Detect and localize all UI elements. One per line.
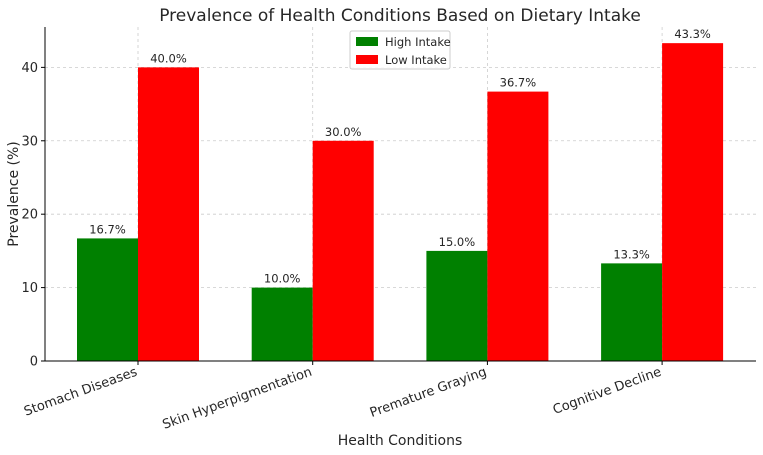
data-labels: 16.7% 40.0% 10.0% 30.0% 15.0% 36.7% 13.3% 43.3%	[89, 27, 711, 285]
x-ticks: Stomach Diseases Skin Hyperpigmentation Pr…	[22, 361, 663, 433]
legend-swatch	[356, 55, 378, 64]
bar-high-intake	[426, 250, 488, 361]
bar-low-intake	[487, 91, 549, 361]
data-label: 36.7%	[500, 76, 537, 90]
x-tick-label: Stomach Diseases	[22, 365, 140, 420]
data-label: 30.0%	[325, 125, 362, 139]
legend-label: High Intake	[385, 35, 451, 49]
x-tick-label: Premature Graying	[368, 365, 489, 421]
data-label: 10.0%	[264, 272, 301, 286]
y-tick-label: 40	[21, 61, 38, 76]
bar-high-intake	[251, 287, 313, 361]
bar-low-intake	[662, 43, 724, 362]
data-label: 16.7%	[89, 222, 126, 236]
axes	[44, 27, 756, 362]
y-ticks: 0 10 20 30 40	[21, 61, 45, 370]
data-label: 13.3%	[613, 247, 650, 261]
bar-high-intake	[77, 238, 138, 361]
data-label: 15.0%	[439, 235, 476, 249]
x-tick-label: Cognitive Decline	[551, 365, 664, 418]
y-tick-label: 30	[21, 134, 38, 149]
y-tick-label: 10	[21, 281, 38, 296]
x-axis-label: Health Conditions	[338, 433, 463, 449]
bar-low-intake	[138, 67, 199, 361]
bar-low-intake	[312, 140, 374, 361]
chart-title: Prevalence of Health Conditions Based on…	[159, 6, 641, 26]
y-tick-label: 20	[21, 208, 38, 223]
data-label: 43.3%	[674, 27, 711, 41]
x-tick-label: Skin Hyperpigmentation	[161, 365, 314, 433]
legend-swatch	[356, 37, 378, 46]
data-label: 40.0%	[150, 51, 187, 65]
y-axis-label: Prevalence (%)	[6, 141, 22, 247]
legend-label: Low Intake	[385, 53, 447, 67]
legend: High Intake Low Intake	[349, 30, 451, 70]
bars	[77, 43, 724, 362]
y-tick-label: 0	[30, 355, 38, 370]
bar-high-intake	[601, 263, 663, 361]
